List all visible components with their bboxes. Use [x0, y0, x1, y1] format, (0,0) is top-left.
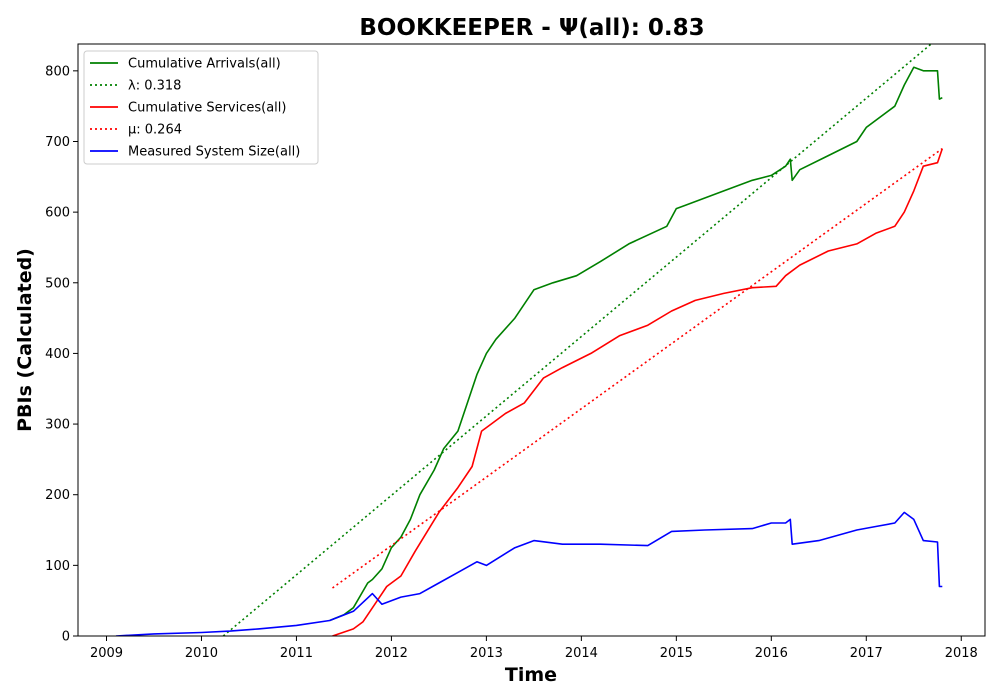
x-tick-label: 2009 — [90, 646, 123, 661]
y-tick-label: 400 — [45, 347, 70, 362]
x-tick-label: 2017 — [850, 646, 883, 661]
series-line-0 — [329, 66, 943, 622]
y-axis-label: PBIs (Calculated) — [14, 248, 36, 432]
legend-entry: Cumulative Arrivals(all) — [128, 57, 281, 72]
x-tick-label: 2018 — [945, 646, 978, 661]
series-line-4 — [115, 511, 943, 636]
y-tick-label: 200 — [45, 488, 70, 503]
x-tick-label: 2010 — [185, 646, 218, 661]
plot-frame — [77, 43, 986, 637]
series-layer — [115, 44, 944, 636]
legend: Cumulative Arrivals(all) λ: 0.318 Cumulati… — [83, 50, 319, 165]
y-tick-label: 600 — [45, 206, 70, 221]
legend-box — [83, 50, 319, 165]
legend-entry: Measured System Size(all) — [128, 145, 300, 160]
series-line-2 — [332, 148, 944, 636]
legend-entry: λ: 0.318 — [128, 79, 181, 94]
x-axis-label: Time — [505, 664, 557, 686]
x-tick-label: 2015 — [660, 646, 693, 661]
y-tick-label: 700 — [45, 135, 70, 150]
y-tick-label: 100 — [45, 559, 70, 574]
y-axis: 0 100 200 300 400 500 600 700 800 — [45, 64, 78, 645]
plot-area — [115, 44, 944, 636]
series-line-1 — [222, 44, 933, 636]
x-axis: 2009 2010 2011 2012 2013 2014 2015 2016 2017 2018 — [90, 636, 978, 661]
y-tick-label: 500 — [45, 276, 70, 291]
x-tick-label: 2011 — [280, 646, 313, 661]
y-tick-label: 800 — [45, 64, 70, 79]
series-line-3 — [332, 147, 943, 589]
legend-entry: Cumulative Services(all) — [128, 101, 286, 116]
chart-title: BOOKKEEPER - Ψ(all): 0.83 — [359, 15, 704, 41]
y-tick-label: 300 — [45, 418, 70, 433]
x-tick-label: 2013 — [470, 646, 503, 661]
x-tick-label: 2016 — [755, 646, 788, 661]
x-tick-label: 2012 — [375, 646, 408, 661]
y-tick-label: 0 — [62, 630, 70, 645]
x-tick-label: 2014 — [565, 646, 598, 661]
legend-entry: μ: 0.264 — [128, 123, 182, 138]
